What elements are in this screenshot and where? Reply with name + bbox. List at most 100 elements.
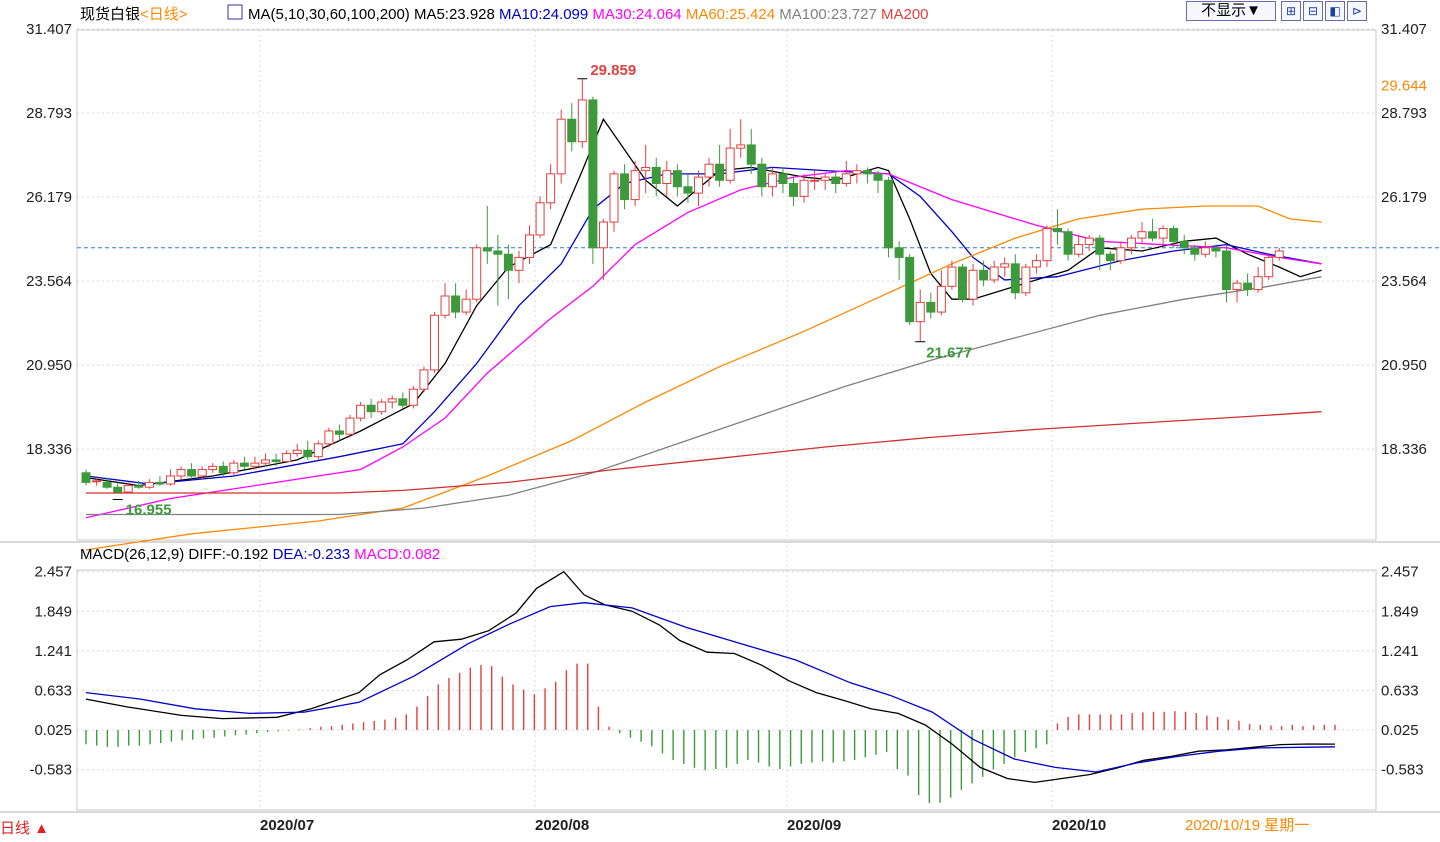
candle-body [102,481,112,488]
candle-body [261,459,271,464]
candle-body [651,166,661,184]
candle-body [989,266,999,281]
candle-body [176,469,186,477]
candle-body [440,295,450,316]
candle-body [345,417,355,435]
candle-body [873,173,883,181]
candle-body [250,462,260,467]
date-label: 2020/08 [535,817,589,834]
candle-body [1095,237,1105,255]
candle-body [820,176,830,181]
candle-body [144,481,154,488]
candle-body [884,179,894,249]
candle-body [1074,244,1084,255]
date-label: 2020/09 [787,817,841,834]
candle-body [1042,227,1052,262]
candle-body [810,179,820,182]
candle-body [1158,227,1168,239]
macd-panel [85,570,1336,803]
macd-value: DEA:-0.233 [273,546,355,563]
candle-body [947,266,957,287]
price-panel-frame [76,29,1377,541]
price-tick-right: 31.407 [1381,21,1427,38]
macd-value: MACD:0.082 [354,546,440,563]
candle-body [767,173,777,188]
candle-body [1031,260,1041,268]
price-tick-right: 23.564 [1381,273,1427,290]
candle-body [1116,247,1126,262]
price-tick-left: 28.793 [26,105,72,122]
candle-body [725,147,735,181]
low-price-label: 21.677 [926,345,972,362]
symbol-name: 现货白银 [80,6,140,23]
candle-body [366,404,376,413]
candle-body [482,247,492,252]
ma-line-ma200 [86,411,1322,494]
price-tick-left: 26.179 [26,189,72,206]
candle-body [535,202,545,236]
candle-body [979,269,989,281]
candle-body [715,163,725,181]
price-tick-left: 18.336 [26,441,72,458]
candle-body [387,398,397,403]
next-icon[interactable]: ⊳ [1347,1,1367,21]
candle-body [92,480,102,483]
candle-body [577,99,587,143]
candle-body [1010,263,1020,294]
ma-value: MA10:24.099 [499,6,592,23]
candle-body [81,472,91,483]
candle-body [429,314,439,371]
candle-body [1190,247,1200,255]
macd-tick-right: 0.025 [1381,722,1419,739]
macd-tick-right: 1.849 [1381,603,1419,620]
ma-line-ma30 [85,169,1322,519]
ma-value: MA60:25.424 [686,6,779,23]
candlesticks [81,78,1284,494]
candle-body [1105,253,1115,262]
candle-body [324,430,334,445]
candle-body [789,182,799,197]
price-tick-left: 31.407 [26,21,72,38]
candle-body [187,469,197,477]
ma-line-ma100 [86,276,1322,516]
period-tab[interactable]: 日线 ▲ [0,820,50,837]
candle-body [757,163,767,188]
grid-icon[interactable]: ⊞ [1281,1,1301,21]
candle-body [377,401,387,413]
macd-tick-right: -0.583 [1381,762,1424,779]
candle-body [165,475,175,485]
candle-body [936,285,946,313]
macd-tick-left: 0.025 [34,722,72,739]
candle-body [1264,256,1274,278]
candle-body [1053,227,1063,233]
expand-icon[interactable]: ⊟ [1303,1,1323,21]
high-price-label: 29.859 [590,62,636,79]
macd-line-diff [85,570,1336,784]
moving-averages [85,117,1322,551]
candle-body [915,301,925,323]
candle-body [1126,237,1136,249]
candle-body [303,449,313,458]
candle-body [134,485,144,488]
macd-value: MACD(26,12,9) [80,546,188,563]
ma-value: MA5:23.928 [414,6,499,23]
candle-body [862,170,872,175]
macd-legend: MACD(26,12,9) DIFF:-0.192 DEA:-0.233 MAC… [80,546,440,563]
candle-body [525,234,535,258]
ma-params: MA(5,10,30,60,100,200) [248,6,414,23]
candle-body [334,430,344,435]
candle-body [451,295,461,313]
prev-icon[interactable]: ◧ [1325,1,1345,21]
candle-body [620,173,630,201]
candle-body [1253,276,1263,291]
hide-indicator-dropdown[interactable]: 不显示▼ [1186,1,1276,21]
candle-body [113,486,123,493]
candle-body [968,269,978,300]
annotations: 现货白银<日线> MA(5,10,30,60,100,200) MA5:23.92… [80,4,972,563]
price-tick-left: 20.950 [26,357,72,374]
macd-line-dea [85,602,1336,773]
candle-body [746,144,756,165]
candle-body [704,163,714,178]
